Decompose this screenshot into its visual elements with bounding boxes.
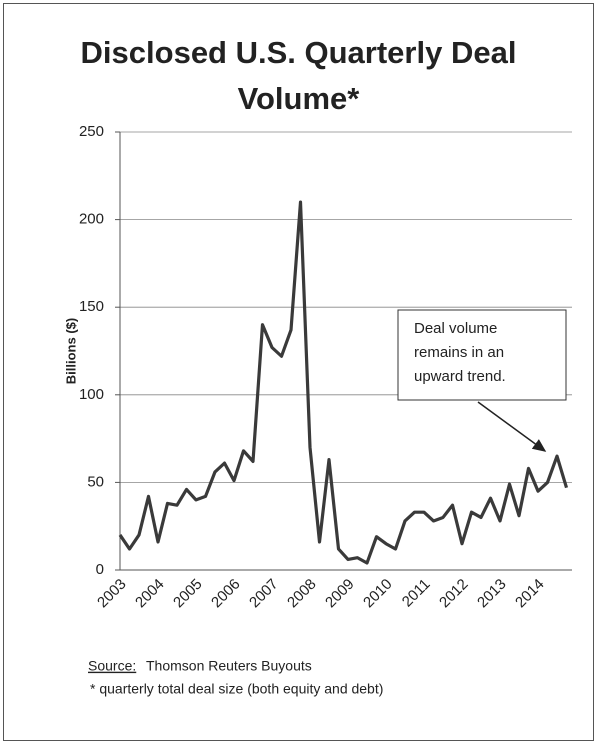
- note: * quarterly total deal size (both equity…: [90, 681, 383, 697]
- x-tick-label: 2013: [474, 576, 510, 612]
- y-tick-label: 200: [79, 211, 104, 228]
- annotation-box: [397, 309, 567, 401]
- source-label: Source:: [88, 658, 136, 674]
- x-tick-label: 2007: [246, 576, 282, 612]
- y-tick-label: 250: [79, 123, 104, 140]
- annotation-text: upward trend.: [414, 368, 506, 385]
- y-tick-label: 150: [79, 298, 104, 315]
- x-tick-label: 2010: [360, 576, 396, 612]
- y-tick-label: 50: [87, 473, 104, 490]
- data-line: [118, 200, 569, 565]
- frame: [3, 3, 594, 741]
- x-tick-label: 2006: [208, 576, 244, 612]
- source: Thomson Reuters Buyouts: [146, 658, 312, 674]
- y-axis-label: Billions ($): [63, 318, 78, 384]
- x-tick-label: 2008: [284, 576, 320, 612]
- x-tick-label: 2014: [512, 576, 548, 612]
- x-tick-label: 2012: [436, 576, 472, 612]
- x-tick-label: 2005: [170, 576, 206, 612]
- y-tick-label: 0: [96, 561, 104, 578]
- x-tick-label: 2004: [132, 576, 168, 612]
- annotation-text: Deal volume: [414, 320, 497, 337]
- x-tick-label: 2009: [322, 576, 358, 612]
- annotation-arrow: [477, 401, 547, 452]
- x-tick-label: 2003: [94, 576, 130, 612]
- y-tick-label: 100: [79, 386, 104, 403]
- chart-title: Disclosed U.S. Quarterly Deal Volume*: [80, 35, 517, 116]
- annotation-text: remains in an: [414, 344, 504, 361]
- x-tick-label: 2011: [399, 576, 434, 611]
